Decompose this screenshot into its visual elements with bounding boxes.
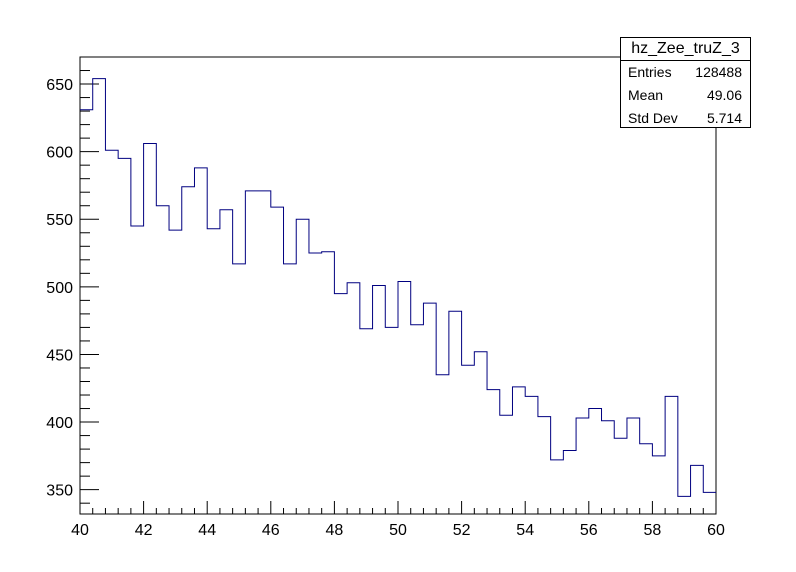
stats-box: hz_Zee_truZ_3 Entries 128488 Mean 49.06 … bbox=[620, 37, 751, 128]
x-tick-label: 54 bbox=[516, 522, 534, 539]
stats-row-stddev: Std Dev 5.714 bbox=[621, 107, 750, 130]
stddev-label: Std Dev bbox=[628, 110, 678, 126]
stats-title: hz_Zee_truZ_3 bbox=[621, 38, 750, 61]
mean-value: 49.06 bbox=[706, 87, 742, 103]
x-axis-tick-labels: 40 42 44 46 48 50 52 54 56 58 60 bbox=[71, 522, 725, 539]
y-tick-label: 600 bbox=[46, 145, 73, 162]
x-tick-label: 60 bbox=[707, 522, 725, 539]
x-tick-label: 44 bbox=[198, 522, 216, 539]
tick-marks bbox=[79, 56, 717, 514]
x-tick-label: 50 bbox=[389, 522, 407, 539]
stddev-value: 5.714 bbox=[706, 110, 742, 126]
x-tick-label: 56 bbox=[580, 522, 598, 539]
entries-label: Entries bbox=[628, 64, 672, 80]
x-tick-label: 48 bbox=[326, 522, 344, 539]
stats-row-entries: Entries 128488 bbox=[621, 61, 750, 84]
y-tick-label: 400 bbox=[46, 415, 73, 432]
histogram-line bbox=[80, 78, 716, 497]
y-tick-label: 350 bbox=[46, 483, 73, 500]
x-tick-label: 46 bbox=[262, 522, 280, 539]
y-tick-label: 500 bbox=[46, 280, 73, 297]
entries-value: 128488 bbox=[695, 64, 742, 80]
y-tick-label: 450 bbox=[46, 347, 73, 364]
x-tick-label: 58 bbox=[644, 522, 662, 539]
y-tick-label: 550 bbox=[46, 212, 73, 229]
y-tick-label: 650 bbox=[46, 77, 73, 94]
x-tick-label: 42 bbox=[135, 522, 153, 539]
x-tick-label: 40 bbox=[71, 522, 89, 539]
mean-label: Mean bbox=[628, 87, 664, 103]
stats-row-mean: Mean 49.06 bbox=[621, 84, 750, 107]
x-tick-label: 52 bbox=[453, 522, 471, 539]
y-axis-tick-labels: 350 400 450 500 550 600 650 bbox=[46, 77, 73, 500]
